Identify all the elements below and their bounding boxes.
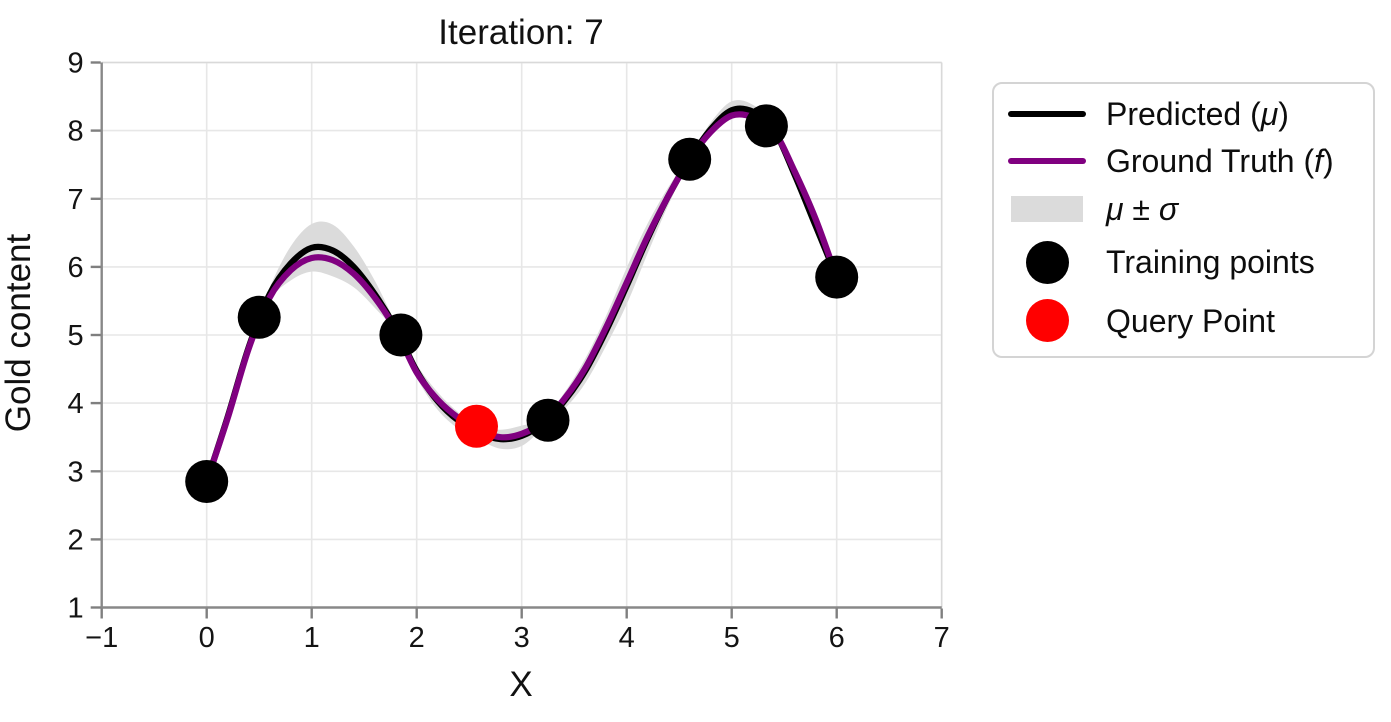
x-axis-label: X xyxy=(509,665,532,704)
legend-item-ground-truth-f: Ground Truth (f) xyxy=(1002,145,1365,177)
x-tick-label: 7 xyxy=(934,622,950,654)
legend-line-swatch xyxy=(1008,110,1086,117)
y-axis-label: Gold content xyxy=(0,233,38,432)
y-tick-label: 9 xyxy=(68,48,84,80)
x-tick-label: 4 xyxy=(619,622,635,654)
y-tick-label: 6 xyxy=(68,252,84,284)
x-tick-label: 2 xyxy=(409,622,425,654)
x-tick-label: 5 xyxy=(724,622,740,654)
curves xyxy=(203,105,840,485)
legend-label: μ ± σ xyxy=(1106,190,1179,227)
legend-key xyxy=(1006,110,1088,117)
x-tick-label: 1 xyxy=(304,622,320,654)
y-tick-label: 2 xyxy=(68,524,84,556)
legend-key xyxy=(1006,299,1088,343)
legend-dot-swatch xyxy=(1025,240,1069,284)
legend-dot-swatch xyxy=(1025,299,1069,343)
legend-label: Query Point xyxy=(1106,302,1275,339)
training-point xyxy=(526,398,570,442)
legend-label: Ground Truth (f) xyxy=(1106,143,1334,180)
tick-marks xyxy=(90,61,943,619)
y-tick-label: 5 xyxy=(68,320,84,352)
data-points xyxy=(185,104,859,503)
tick-labels: −1 0 1 2 3 4 5 6 7 1 2 3 4 5 6 7 8 9 xyxy=(68,48,950,655)
x-tick-label: 3 xyxy=(514,622,530,654)
training-point xyxy=(744,104,788,148)
chart-title: Iteration: 7 xyxy=(438,13,603,52)
legend-label: Predicted (μ) xyxy=(1106,95,1289,132)
x-tick-label: −1 xyxy=(85,622,118,654)
uncertainty-band xyxy=(206,99,840,485)
legend-line-swatch xyxy=(1008,158,1086,165)
legend-label: Training points xyxy=(1106,244,1315,281)
training-point xyxy=(815,255,859,299)
legend-item-query-point: Query Point xyxy=(1002,299,1365,343)
training-point xyxy=(668,137,712,181)
training-point xyxy=(237,295,281,339)
sigma-band xyxy=(206,99,840,485)
axes-spines xyxy=(100,61,943,609)
legend-key xyxy=(1006,158,1088,165)
legend-item-: μ ± σ xyxy=(1002,193,1365,225)
x-tick-label: 6 xyxy=(829,622,845,654)
y-tick-label: 4 xyxy=(68,388,84,420)
y-tick-label: 3 xyxy=(68,456,84,488)
y-tick-label: 7 xyxy=(68,184,84,216)
training-point xyxy=(185,460,229,503)
y-tick-label: 8 xyxy=(68,116,84,148)
gridlines xyxy=(100,61,943,609)
training-point xyxy=(379,313,423,357)
legend-item-training-points: Training points xyxy=(1002,240,1365,284)
y-tick-label: 1 xyxy=(68,593,84,625)
legend-key xyxy=(1006,240,1088,284)
legend-band-swatch xyxy=(1011,195,1083,222)
x-tick-label: 0 xyxy=(199,622,215,654)
legend-key xyxy=(1006,195,1088,222)
ground-truth-line xyxy=(203,111,840,485)
legend: Predicted (μ) Ground Truth (f) μ ± σ Traini… xyxy=(992,82,1375,358)
query-point xyxy=(455,404,498,448)
legend-item-predicted: Predicted (μ) xyxy=(1002,98,1365,130)
